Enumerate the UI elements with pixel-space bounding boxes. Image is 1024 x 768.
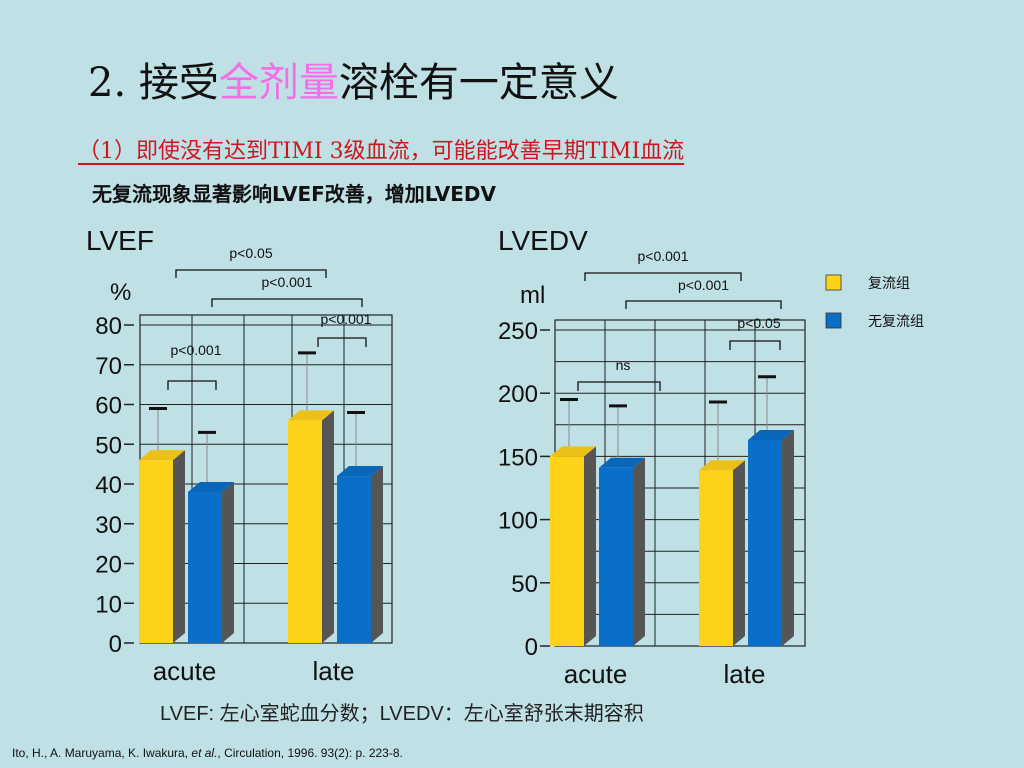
bar-side-复流组 bbox=[584, 446, 596, 646]
slide-title: 2. 接受全剂量溶栓有一定意义 bbox=[88, 50, 619, 108]
y-tick-label: 80 bbox=[95, 313, 122, 340]
y-tick-label: 100 bbox=[498, 508, 538, 535]
category-label: late bbox=[724, 659, 766, 689]
significance-bracket bbox=[625, 300, 782, 309]
title-suffix: 溶栓有一定意义 bbox=[338, 60, 619, 106]
bar-top-无复流组 bbox=[599, 457, 645, 468]
bar-side-无复流组 bbox=[633, 457, 645, 646]
significance-bracket bbox=[729, 340, 781, 350]
chart-title: LVEF bbox=[86, 225, 154, 256]
category-label: acute bbox=[153, 656, 217, 686]
legend-swatch bbox=[825, 312, 842, 329]
citation-source: , Circulation, 1996. 93(2): p. 223-8. bbox=[217, 746, 403, 760]
bar-top-复流组 bbox=[288, 410, 334, 421]
bar-side-无复流组 bbox=[371, 466, 383, 643]
bar-无复流组-acute bbox=[599, 467, 633, 646]
significance-label: p<0.05 bbox=[229, 245, 272, 261]
significance-label: ns bbox=[616, 357, 631, 373]
y-tick-label: 10 bbox=[95, 591, 122, 618]
legend-label: 复流组 bbox=[868, 275, 910, 292]
bar-side-复流组 bbox=[733, 460, 745, 646]
y-tick-label: 0 bbox=[525, 634, 538, 661]
bar-无复流组-late bbox=[748, 439, 782, 646]
chart-title: LVEDV bbox=[498, 225, 588, 256]
y-tick-label: 70 bbox=[95, 353, 122, 380]
y-tick-label: 250 bbox=[498, 318, 538, 345]
bar-side-无复流组 bbox=[782, 429, 794, 646]
subtitle-secondary: 无复流现象显著影响LVEF改善，增加LVEDV bbox=[92, 182, 497, 206]
significance-bracket bbox=[577, 381, 661, 391]
y-tick-label: 200 bbox=[498, 381, 538, 408]
bar-top-无复流组 bbox=[337, 466, 383, 477]
legend-label: 无复流组 bbox=[868, 313, 924, 330]
title-highlight: 全剂量 bbox=[218, 60, 339, 106]
y-tick-label: 60 bbox=[95, 393, 122, 420]
bar-复流组-late bbox=[288, 420, 322, 643]
significance-label: p<0.001 bbox=[171, 342, 222, 358]
bar-top-复流组 bbox=[699, 460, 745, 471]
legend-swatch bbox=[825, 274, 842, 291]
category-label: acute bbox=[564, 659, 628, 689]
y-tick-label: 30 bbox=[95, 512, 122, 539]
bar-top-复流组 bbox=[550, 446, 596, 457]
y-tick-label: 50 bbox=[95, 432, 122, 459]
y-tick-label: 20 bbox=[95, 552, 122, 579]
y-axis-unit: ml bbox=[520, 282, 545, 309]
significance-label: p<0.001 bbox=[262, 274, 313, 290]
citation-authors: Ito, H., A. Maruyama, K. Iwakura, bbox=[12, 746, 192, 760]
significance-label: p<0.001 bbox=[321, 311, 372, 327]
bar-复流组-acute bbox=[550, 456, 584, 646]
y-tick-label: 40 bbox=[95, 472, 122, 499]
significance-bracket bbox=[584, 272, 742, 281]
citation: Ito, H., A. Maruyama, K. Iwakura, et al.… bbox=[12, 746, 403, 760]
bar-top-无复流组 bbox=[748, 429, 794, 440]
significance-label: p<0.001 bbox=[678, 277, 729, 293]
y-tick-label: 50 bbox=[511, 571, 538, 598]
category-label: late bbox=[313, 656, 355, 686]
y-axis-unit: % bbox=[110, 279, 131, 306]
bar-top-复流组 bbox=[139, 450, 185, 461]
significance-label: p<0.001 bbox=[638, 248, 689, 264]
significance-label: p<0.05 bbox=[737, 315, 780, 331]
significance-bracket bbox=[175, 269, 327, 278]
significance-bracket bbox=[167, 380, 217, 390]
bar-side-复流组 bbox=[173, 450, 185, 643]
bar-side-复流组 bbox=[322, 410, 334, 643]
y-tick-label: 150 bbox=[498, 444, 538, 471]
abbreviation-note: LVEF: 左心室蛇血分数；LVEDV：左心室舒张末期容积 bbox=[160, 703, 644, 725]
significance-bracket bbox=[317, 337, 367, 347]
y-tick-label: 0 bbox=[109, 631, 122, 658]
bar-无复流组-acute bbox=[188, 491, 222, 643]
bar-top-无复流组 bbox=[188, 481, 234, 492]
bar-复流组-acute bbox=[139, 460, 173, 643]
subtitle: （1）即使没有达到TIMI 3级血流，可能能改善早期TIMI血流 bbox=[78, 139, 685, 164]
citation-et-al: et al. bbox=[191, 746, 218, 760]
significance-bracket bbox=[211, 298, 363, 307]
title-prefix: 2. 接受 bbox=[88, 60, 219, 106]
bar-side-无复流组 bbox=[222, 481, 234, 643]
bar-无复流组-late bbox=[337, 476, 371, 643]
bar-复流组-late bbox=[699, 470, 733, 646]
